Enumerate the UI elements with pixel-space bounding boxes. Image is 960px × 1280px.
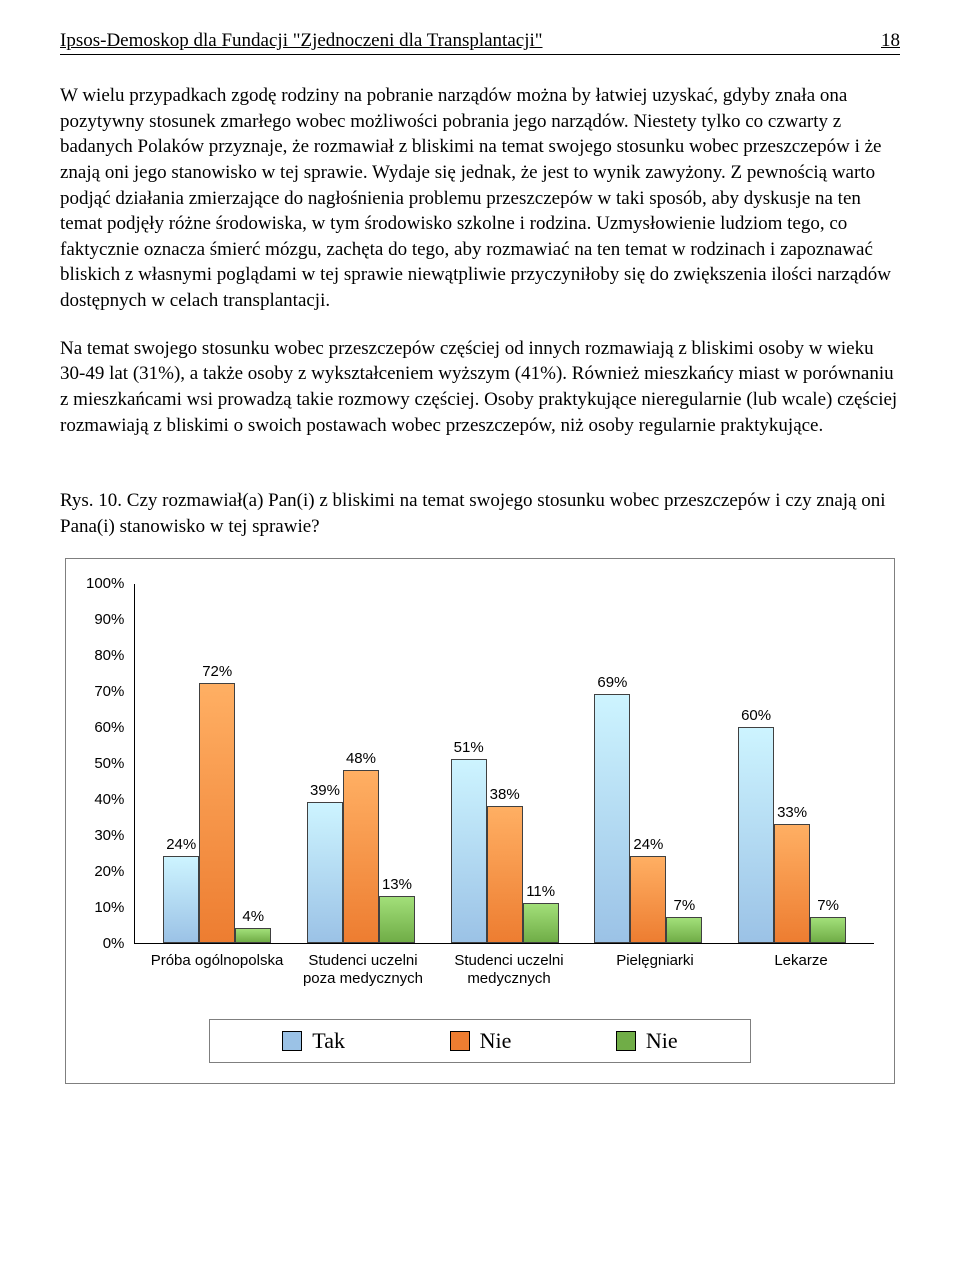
x-tick-label: Pielęgniarki: [582, 952, 728, 990]
bar-wrap: 39%: [307, 782, 343, 942]
bar: [738, 727, 774, 943]
bar: [523, 903, 559, 943]
chart-legend: Tak Nie Nie: [209, 1019, 751, 1063]
bar-wrap: 69%: [594, 674, 630, 942]
legend-item-nie2: Nie: [616, 1028, 678, 1054]
bar-value-label: 72%: [202, 663, 232, 680]
figure-caption: Rys. 10. Czy rozmawiał(a) Pan(i) z blisk…: [60, 488, 900, 539]
bar-group: 69% 24% 7%: [577, 674, 721, 942]
paragraph-1: W wielu przypadkach zgodę rodziny na pob…: [60, 83, 900, 314]
bar-value-label: 38%: [490, 786, 520, 803]
bar-value-label: 13%: [382, 876, 412, 893]
bar-value-label: 7%: [674, 897, 696, 914]
header-page-number: 18: [881, 30, 900, 52]
bar-value-label: 51%: [454, 739, 484, 756]
bar: [594, 694, 630, 942]
bar-group: 51% 38% 11%: [433, 739, 577, 943]
page-header: Ipsos-Demoskop dla Fundacji "Zjednoczeni…: [60, 30, 900, 55]
legend-label-1: Tak: [312, 1028, 345, 1054]
bar-wrap: 7%: [810, 897, 846, 942]
bar: [630, 856, 666, 942]
chart-plot: 24% 72% 4% 39% 48% 13% 51% 38% 11% 69% 24% 7% 60% 33%…: [134, 584, 874, 944]
bar-value-label: 11%: [526, 883, 555, 900]
bar-group: 60% 33% 7%: [720, 707, 864, 943]
bar: [163, 856, 199, 942]
legend-label-3: Nie: [646, 1028, 678, 1054]
bar: [810, 917, 846, 942]
bar-wrap: 51%: [451, 739, 487, 943]
bar: [343, 770, 379, 943]
chart-container: 100%90%80%70%60%50%40%30%20%10%0% 24% 72%…: [65, 558, 895, 1085]
x-tick-label: Próba ogólnopolska: [144, 952, 290, 990]
legend-swatch-2: [450, 1031, 470, 1051]
bar-value-label: 4%: [242, 908, 264, 925]
bar-wrap: 24%: [630, 836, 666, 942]
bar-value-label: 69%: [597, 674, 627, 691]
bar-wrap: 24%: [163, 836, 199, 942]
chart-plot-area: 100%90%80%70%60%50%40%30%20%10%0% 24% 72%…: [86, 584, 874, 944]
bar-wrap: 13%: [379, 876, 415, 943]
legend-label-2: Nie: [480, 1028, 512, 1054]
bar: [307, 802, 343, 942]
bar-wrap: 72%: [199, 663, 235, 942]
bar-wrap: 7%: [666, 897, 702, 942]
bar-value-label: 24%: [166, 836, 196, 853]
bar-wrap: 48%: [343, 750, 379, 943]
legend-swatch-1: [282, 1031, 302, 1051]
bar-wrap: 4%: [235, 908, 271, 942]
x-tick-label: Studenci uczelni poza medycznych: [290, 952, 436, 990]
bar-value-label: 24%: [633, 836, 663, 853]
bar-group: 39% 48% 13%: [289, 750, 433, 943]
bar-wrap: 60%: [738, 707, 774, 943]
x-tick-label: Lekarze: [728, 952, 874, 990]
bar-wrap: 11%: [523, 883, 559, 943]
header-title: Ipsos-Demoskop dla Fundacji "Zjednoczeni…: [60, 30, 543, 52]
bar: [451, 759, 487, 943]
bar: [235, 928, 271, 942]
bar: [666, 917, 702, 942]
bar-wrap: 38%: [487, 786, 523, 943]
paragraph-2: Na temat swojego stosunku wobec przeszcz…: [60, 336, 900, 439]
x-axis-labels: Próba ogólnopolskaStudenci uczelni poza …: [144, 952, 874, 990]
bar-value-label: 60%: [741, 707, 771, 724]
bar-group: 24% 72% 4%: [145, 663, 289, 942]
y-axis: 100%90%80%70%60%50%40%30%20%10%0%: [86, 584, 134, 944]
x-tick-label: Studenci uczelni medycznych: [436, 952, 582, 990]
bar: [487, 806, 523, 943]
legend-swatch-3: [616, 1031, 636, 1051]
bar-wrap: 33%: [774, 804, 810, 943]
bar-value-label: 39%: [310, 782, 340, 799]
bar: [774, 824, 810, 943]
bar-value-label: 33%: [777, 804, 807, 821]
bar-value-label: 48%: [346, 750, 376, 767]
bar: [199, 683, 235, 942]
legend-item-nie: Nie: [450, 1028, 512, 1054]
bar: [379, 896, 415, 943]
bar-value-label: 7%: [817, 897, 839, 914]
legend-item-tak: Tak: [282, 1028, 345, 1054]
